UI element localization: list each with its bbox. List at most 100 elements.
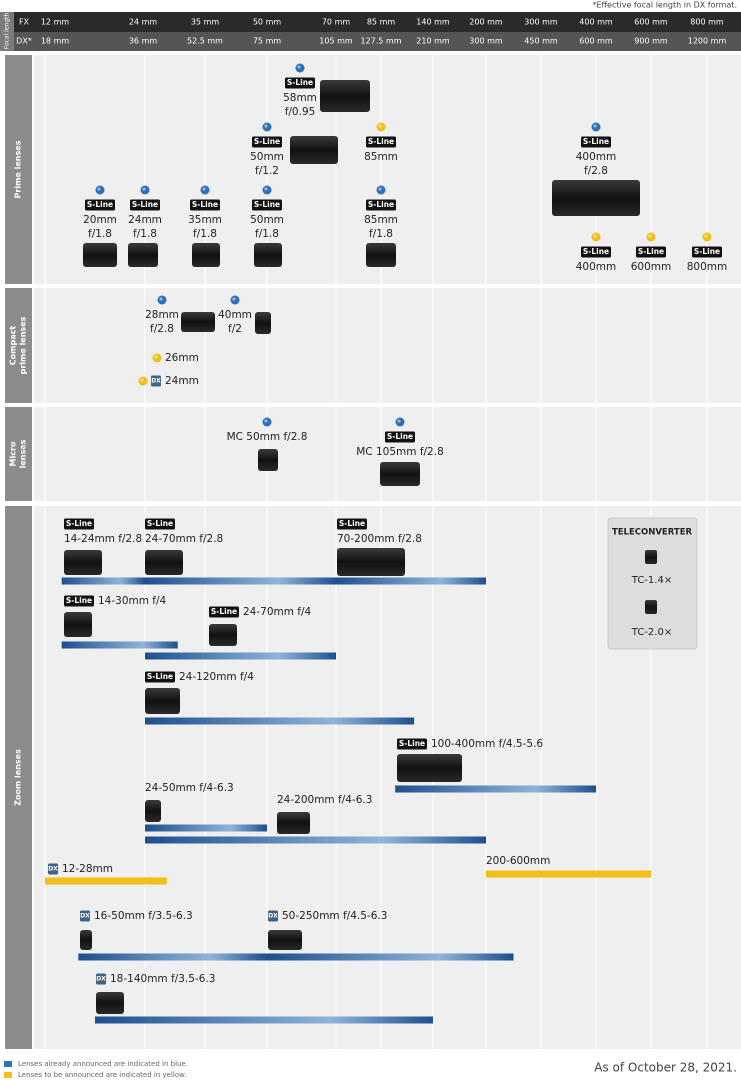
lens-name: f/2.8 — [150, 323, 174, 335]
lens-image — [80, 930, 92, 950]
lens-image — [320, 80, 370, 112]
focal-range-bar — [78, 953, 267, 961]
badge-text: S-Line — [339, 519, 365, 528]
fx-tick-label: 600 mm — [634, 18, 668, 27]
status-dot-highlight — [297, 65, 301, 69]
badge — [366, 199, 396, 211]
lens-image — [145, 800, 161, 822]
axis-label: Focal length — [4, 13, 11, 50]
badge-text: DX — [151, 378, 161, 385]
lens-name: 24-120mm f/4 — [179, 671, 254, 683]
badge-text: S-Line — [368, 200, 394, 209]
dx-tick-label: 75 mm — [253, 37, 282, 46]
lens-image — [192, 243, 220, 267]
lens-image — [366, 243, 396, 267]
lens-name: f/2 — [228, 323, 242, 335]
badge-text: DX — [80, 913, 90, 920]
dx-tick-label: 900 mm — [634, 37, 668, 46]
teleconverter-title: TELECONVERTER — [612, 528, 693, 538]
badge — [64, 595, 94, 607]
badge-text: DX — [96, 976, 106, 983]
section-title: Prime lenses — [14, 140, 23, 198]
lens-name: 35mm — [188, 214, 222, 226]
focal-range-bar — [145, 824, 267, 832]
dx-tick-label: 1200 mm — [688, 37, 727, 46]
lens-name: 400mm — [576, 261, 617, 273]
section-label-bg — [5, 506, 32, 1049]
dx-tick-label: 127.5 mm — [360, 37, 401, 46]
badge-text: S-Line — [583, 247, 609, 256]
lens-name: f/1.8 — [133, 228, 157, 240]
lens-image — [380, 462, 420, 486]
lens-name: 200-600mm — [486, 855, 550, 867]
badge — [48, 863, 58, 875]
fx-tick-label: 12 mm — [41, 18, 70, 27]
lens-name: 70-200mm f/2.8 — [337, 533, 422, 545]
lens-name: MC 50mm f/2.8 — [227, 431, 308, 443]
teleconverter-item: TC-1.4× — [631, 575, 672, 586]
fx-label: FX — [19, 18, 30, 27]
badge — [130, 199, 160, 211]
badge — [190, 199, 220, 211]
lens-name: 24-50mm f/4-6.3 — [145, 782, 234, 794]
fx-tick-label: 35 mm — [191, 18, 220, 27]
lens-image — [552, 180, 640, 216]
lens-name: 40mm — [218, 309, 252, 321]
legend-swatch — [4, 1061, 12, 1067]
status-dot-highlight — [593, 124, 597, 128]
status-dot-highlight — [593, 234, 597, 238]
lens-name: 18-140mm f/3.5-6.3 — [110, 973, 215, 985]
status-dot-highlight — [397, 419, 401, 423]
note: *Effective focal length in DX format. — [592, 1, 737, 10]
status-dot-highlight — [264, 419, 268, 423]
badge — [692, 246, 722, 258]
fx-tick-label: 300 mm — [524, 18, 558, 27]
lens-image — [397, 754, 462, 782]
dx-row — [0, 32, 741, 51]
lens-image — [277, 812, 310, 834]
lens-name: 85mm — [364, 214, 398, 226]
dx-tick-label: 18 mm — [41, 37, 70, 46]
lens-name: 50-250mm f/4.5-6.3 — [282, 910, 387, 922]
fx-tick-label: 24 mm — [129, 18, 158, 27]
lens-name: 24mm — [128, 214, 162, 226]
badge — [80, 910, 90, 922]
section-label-bg — [5, 55, 32, 284]
badge-text: S-Line — [147, 519, 173, 528]
status-dot-highlight — [264, 187, 268, 191]
badge-text: DX — [48, 866, 58, 873]
badge — [145, 518, 175, 530]
fx-tick-label: 70 mm — [322, 18, 351, 27]
focal-range-bar — [145, 577, 336, 585]
focal-range-bar — [61, 641, 178, 649]
lens-name: 400mm — [576, 151, 617, 163]
lens-name: 100-400mm f/4.5-5.6 — [431, 738, 543, 750]
lens-name: f/1.8 — [88, 228, 112, 240]
lens-name: 24mm — [165, 375, 199, 387]
badge-text: S-Line — [87, 200, 113, 209]
lens-name: f/1.8 — [255, 228, 279, 240]
focal-range-bar — [145, 717, 415, 725]
lens-name: f/1.2 — [255, 165, 279, 177]
teleconverter-image — [645, 550, 657, 564]
badge-text: S-Line — [66, 596, 92, 605]
lens-name: 24-70mm f/2.8 — [145, 533, 223, 545]
focal-range-bar — [145, 652, 336, 660]
focal-range-bar — [45, 877, 167, 885]
focal-range-bar — [486, 870, 651, 878]
lens-image — [290, 136, 338, 164]
section-label-bg — [5, 288, 32, 403]
fx-tick-label: 400 mm — [579, 18, 613, 27]
badge — [285, 77, 315, 89]
badge — [581, 246, 611, 258]
status-dot-highlight — [154, 355, 158, 359]
teleconverter-item: TC-2.0× — [631, 627, 672, 638]
lens-name: f/1.8 — [193, 228, 217, 240]
status-dot-highlight — [704, 234, 708, 238]
badge-text: S-Line — [638, 247, 664, 256]
lens-image — [145, 550, 183, 575]
badge — [581, 136, 611, 148]
fx-tick-label: 85 mm — [367, 18, 396, 27]
badge-text: S-Line — [368, 137, 394, 146]
fx-tick-label: 800 mm — [690, 18, 724, 27]
